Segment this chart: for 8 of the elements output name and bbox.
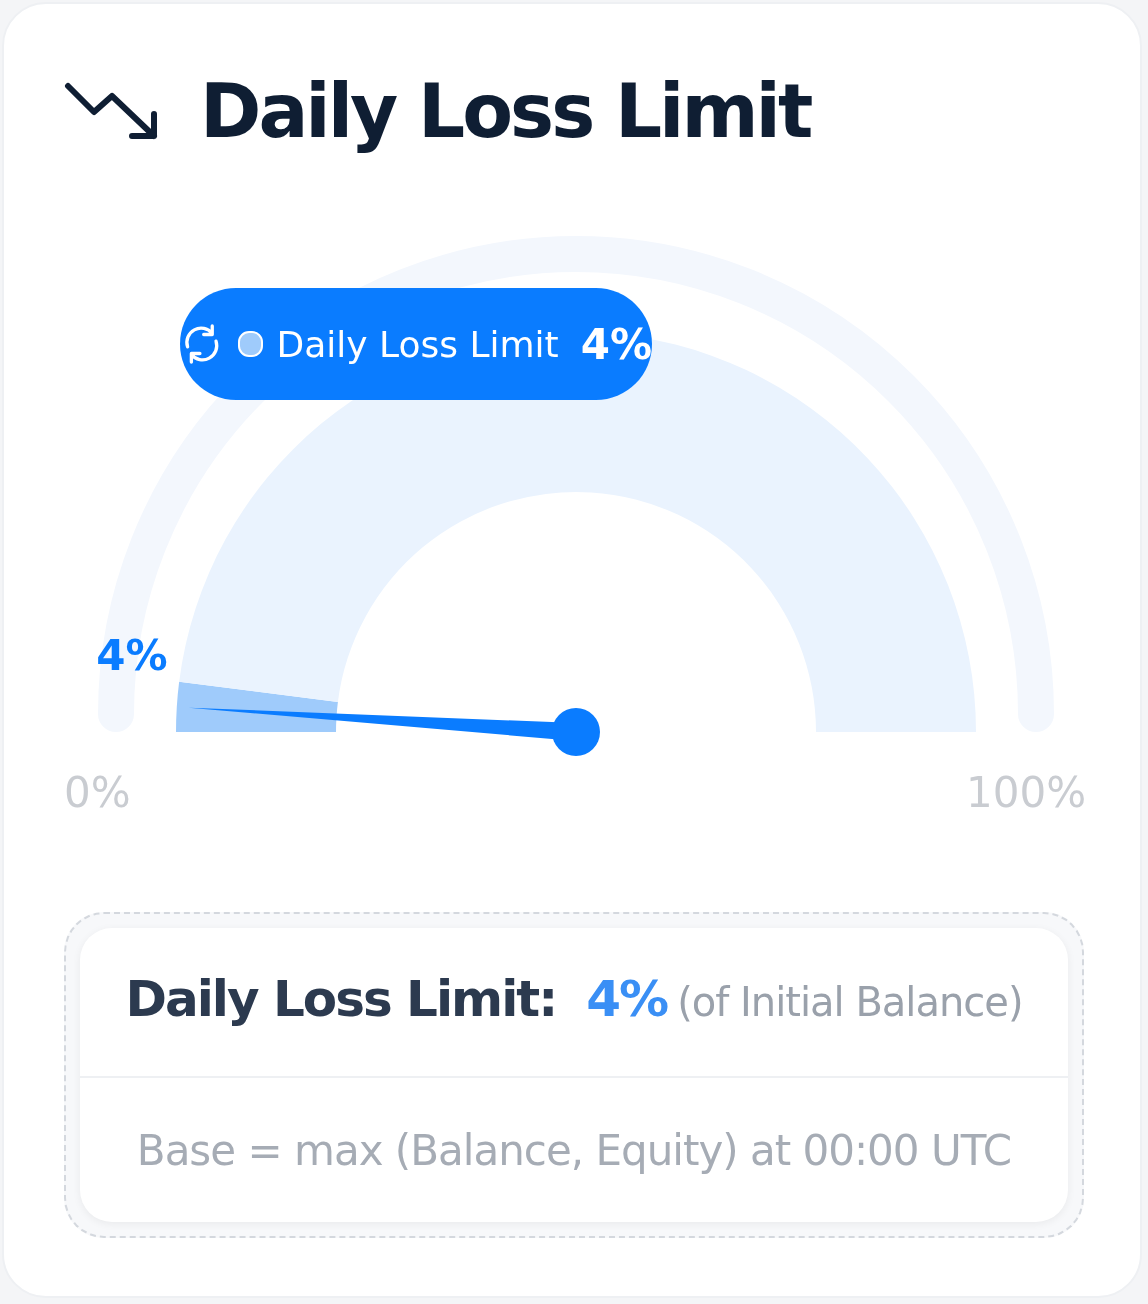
chart-title: Daily Loss Limit	[200, 67, 811, 156]
text: (of Initial Balance)	[677, 979, 1023, 1025]
text: Daily Loss Limit:	[125, 970, 557, 1028]
data-label: 4%	[96, 631, 168, 681]
text: 4%	[586, 970, 668, 1028]
text: Base = max (Balance, Equity) at 00:00 UTC	[135, 1126, 1013, 1175]
text: 4%	[580, 319, 652, 369]
legend-label: Daily Loss Limit	[276, 323, 559, 365]
